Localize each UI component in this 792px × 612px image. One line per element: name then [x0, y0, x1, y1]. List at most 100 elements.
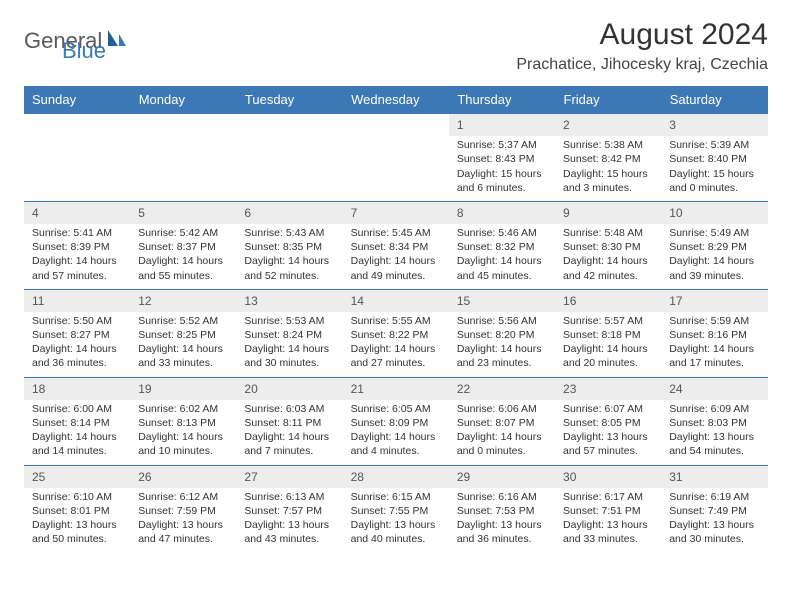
sunrise-text: Sunrise: 5:53 AM	[244, 314, 334, 328]
daylight-text: Daylight: 14 hours and 33 minutes.	[138, 342, 228, 370]
month-title: August 2024	[516, 18, 768, 52]
sunrise-text: Sunrise: 6:06 AM	[457, 402, 547, 416]
day-number-cell: 22	[449, 377, 555, 400]
daylight-text: Daylight: 13 hours and 33 minutes.	[563, 518, 653, 546]
day-number-cell: 5	[130, 201, 236, 224]
day-number: 28	[351, 470, 364, 484]
daylight-text: Daylight: 13 hours and 40 minutes.	[351, 518, 441, 546]
daylight-text: Daylight: 13 hours and 43 minutes.	[244, 518, 334, 546]
day-number-cell: 16	[555, 289, 661, 312]
day-number: 6	[244, 206, 251, 220]
day-number-cell: 18	[24, 377, 130, 400]
day-detail-cell: Sunrise: 6:00 AMSunset: 8:14 PMDaylight:…	[24, 400, 130, 465]
day-detail-cell: Sunrise: 6:12 AMSunset: 7:59 PMDaylight:…	[130, 488, 236, 553]
sunrise-text: Sunrise: 6:09 AM	[669, 402, 759, 416]
sunrise-text: Sunrise: 5:52 AM	[138, 314, 228, 328]
day-number: 22	[457, 382, 470, 396]
sunset-text: Sunset: 7:53 PM	[457, 504, 547, 518]
day-detail-cell: Sunrise: 6:10 AMSunset: 8:01 PMDaylight:…	[24, 488, 130, 553]
sunset-text: Sunset: 8:29 PM	[669, 240, 759, 254]
calendar-table: SundayMondayTuesdayWednesdayThursdayFrid…	[24, 86, 768, 552]
day-number-cell: 9	[555, 201, 661, 224]
day-number: 21	[351, 382, 364, 396]
sunrise-text: Sunrise: 6:00 AM	[32, 402, 122, 416]
daylight-text: Daylight: 14 hours and 14 minutes.	[32, 430, 122, 458]
sunset-text: Sunset: 8:24 PM	[244, 328, 334, 342]
sunrise-text: Sunrise: 6:12 AM	[138, 490, 228, 504]
sunrise-text: Sunrise: 6:02 AM	[138, 402, 228, 416]
daylight-text: Daylight: 14 hours and 20 minutes.	[563, 342, 653, 370]
daylight-text: Daylight: 14 hours and 49 minutes.	[351, 254, 441, 282]
day-number: 10	[669, 206, 682, 220]
day-detail-cell: Sunrise: 6:13 AMSunset: 7:57 PMDaylight:…	[236, 488, 342, 553]
day-detail-cell: Sunrise: 5:52 AMSunset: 8:25 PMDaylight:…	[130, 312, 236, 377]
daylight-text: Daylight: 14 hours and 42 minutes.	[563, 254, 653, 282]
day-detail-cell: Sunrise: 5:46 AMSunset: 8:32 PMDaylight:…	[449, 224, 555, 289]
sunset-text: Sunset: 8:43 PM	[457, 152, 547, 166]
daylight-text: Daylight: 14 hours and 0 minutes.	[457, 430, 547, 458]
daylight-text: Daylight: 14 hours and 55 minutes.	[138, 254, 228, 282]
sunrise-text: Sunrise: 6:03 AM	[244, 402, 334, 416]
daylight-text: Daylight: 14 hours and 52 minutes.	[244, 254, 334, 282]
daylight-text: Daylight: 14 hours and 23 minutes.	[457, 342, 547, 370]
day-detail-row: Sunrise: 5:50 AMSunset: 8:27 PMDaylight:…	[24, 312, 768, 377]
sunrise-text: Sunrise: 6:15 AM	[351, 490, 441, 504]
day-number-cell	[343, 114, 449, 137]
daylight-text: Daylight: 14 hours and 7 minutes.	[244, 430, 334, 458]
day-number: 17	[669, 294, 682, 308]
day-detail-cell: Sunrise: 6:02 AMSunset: 8:13 PMDaylight:…	[130, 400, 236, 465]
weekday-header: Thursday	[449, 86, 555, 114]
sunrise-text: Sunrise: 5:46 AM	[457, 226, 547, 240]
day-number: 12	[138, 294, 151, 308]
day-number-cell: 4	[24, 201, 130, 224]
day-number: 18	[32, 382, 45, 396]
day-number-cell: 6	[236, 201, 342, 224]
daylight-text: Daylight: 14 hours and 57 minutes.	[32, 254, 122, 282]
daylight-text: Daylight: 14 hours and 27 minutes.	[351, 342, 441, 370]
day-number-cell: 17	[661, 289, 767, 312]
day-detail-cell: Sunrise: 6:19 AMSunset: 7:49 PMDaylight:…	[661, 488, 767, 553]
day-detail-cell: Sunrise: 6:07 AMSunset: 8:05 PMDaylight:…	[555, 400, 661, 465]
sunrise-text: Sunrise: 6:13 AM	[244, 490, 334, 504]
daylight-text: Daylight: 13 hours and 57 minutes.	[563, 430, 653, 458]
sunrise-text: Sunrise: 5:41 AM	[32, 226, 122, 240]
daylight-text: Daylight: 13 hours and 50 minutes.	[32, 518, 122, 546]
weekday-header: Monday	[130, 86, 236, 114]
daylight-text: Daylight: 14 hours and 39 minutes.	[669, 254, 759, 282]
day-detail-cell: Sunrise: 5:39 AMSunset: 8:40 PMDaylight:…	[661, 136, 767, 201]
sunrise-text: Sunrise: 5:39 AM	[669, 138, 759, 152]
sunset-text: Sunset: 8:25 PM	[138, 328, 228, 342]
day-number-cell: 26	[130, 465, 236, 488]
daylight-text: Daylight: 15 hours and 0 minutes.	[669, 167, 759, 195]
day-detail-cell: Sunrise: 6:05 AMSunset: 8:09 PMDaylight:…	[343, 400, 449, 465]
day-detail-cell: Sunrise: 5:45 AMSunset: 8:34 PMDaylight:…	[343, 224, 449, 289]
day-number-cell: 14	[343, 289, 449, 312]
day-number: 25	[32, 470, 45, 484]
day-number: 8	[457, 206, 464, 220]
sunrise-text: Sunrise: 5:57 AM	[563, 314, 653, 328]
day-number: 3	[669, 118, 676, 132]
day-number: 2	[563, 118, 570, 132]
sunrise-text: Sunrise: 6:19 AM	[669, 490, 759, 504]
sunset-text: Sunset: 8:14 PM	[32, 416, 122, 430]
day-number-cell: 12	[130, 289, 236, 312]
day-number-row: 18192021222324	[24, 377, 768, 400]
sunset-text: Sunset: 8:34 PM	[351, 240, 441, 254]
day-detail-cell: Sunrise: 5:43 AMSunset: 8:35 PMDaylight:…	[236, 224, 342, 289]
sunset-text: Sunset: 7:51 PM	[563, 504, 653, 518]
day-detail-cell: Sunrise: 6:03 AMSunset: 8:11 PMDaylight:…	[236, 400, 342, 465]
day-number-cell: 21	[343, 377, 449, 400]
day-number: 27	[244, 470, 257, 484]
day-detail-cell: Sunrise: 5:56 AMSunset: 8:20 PMDaylight:…	[449, 312, 555, 377]
day-detail-cell: Sunrise: 6:15 AMSunset: 7:55 PMDaylight:…	[343, 488, 449, 553]
day-detail-cell: Sunrise: 6:16 AMSunset: 7:53 PMDaylight:…	[449, 488, 555, 553]
day-number-cell: 28	[343, 465, 449, 488]
day-number: 11	[32, 294, 44, 308]
day-number: 1	[457, 118, 464, 132]
daylight-text: Daylight: 13 hours and 47 minutes.	[138, 518, 228, 546]
day-detail-cell	[343, 136, 449, 201]
day-number: 15	[457, 294, 470, 308]
sunset-text: Sunset: 7:55 PM	[351, 504, 441, 518]
sunrise-text: Sunrise: 5:49 AM	[669, 226, 759, 240]
sunset-text: Sunset: 8:27 PM	[32, 328, 122, 342]
